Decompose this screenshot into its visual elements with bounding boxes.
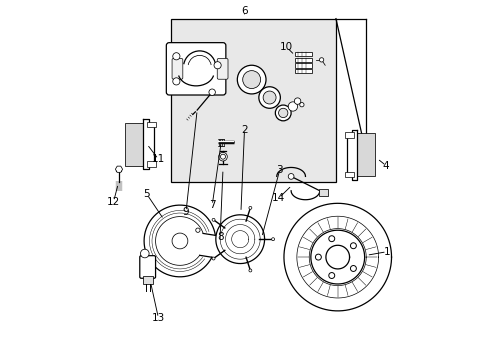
Circle shape xyxy=(212,219,215,221)
Circle shape xyxy=(172,53,180,60)
Circle shape xyxy=(237,65,265,94)
Circle shape xyxy=(258,87,280,108)
Bar xyxy=(147,122,156,127)
Circle shape xyxy=(140,249,149,258)
Text: 12: 12 xyxy=(107,197,120,207)
Circle shape xyxy=(350,266,356,271)
Circle shape xyxy=(350,243,356,249)
Text: 7: 7 xyxy=(208,200,215,210)
Text: 8: 8 xyxy=(216,232,223,242)
Circle shape xyxy=(319,58,323,62)
Circle shape xyxy=(287,102,297,111)
Text: 10: 10 xyxy=(280,42,293,52)
Circle shape xyxy=(248,269,251,272)
Text: 5: 5 xyxy=(143,189,150,199)
Circle shape xyxy=(242,71,260,89)
Bar xyxy=(171,19,335,182)
Circle shape xyxy=(214,62,221,69)
Bar xyxy=(319,189,327,196)
Text: 14: 14 xyxy=(272,193,285,203)
Circle shape xyxy=(212,257,215,260)
Text: 4: 4 xyxy=(382,161,388,171)
Bar xyxy=(294,69,311,73)
Bar xyxy=(344,132,353,138)
Circle shape xyxy=(328,236,334,242)
Circle shape xyxy=(315,254,321,260)
Bar xyxy=(344,172,353,177)
Bar xyxy=(357,134,375,176)
Circle shape xyxy=(299,103,304,107)
FancyBboxPatch shape xyxy=(172,58,183,79)
FancyBboxPatch shape xyxy=(217,58,227,79)
Bar xyxy=(294,63,311,68)
FancyBboxPatch shape xyxy=(166,42,225,95)
Circle shape xyxy=(328,273,334,279)
Bar xyxy=(125,123,143,166)
Bar xyxy=(294,52,311,56)
Text: 3: 3 xyxy=(276,165,283,175)
Text: 11: 11 xyxy=(151,154,165,164)
Bar xyxy=(294,58,311,62)
Text: 2: 2 xyxy=(241,125,247,135)
Circle shape xyxy=(294,98,300,104)
Circle shape xyxy=(208,89,215,95)
FancyBboxPatch shape xyxy=(140,256,155,278)
Circle shape xyxy=(275,105,290,121)
Circle shape xyxy=(172,78,180,85)
Text: 1: 1 xyxy=(383,247,389,257)
Text: 13: 13 xyxy=(151,313,165,323)
Circle shape xyxy=(248,206,251,209)
Polygon shape xyxy=(115,166,122,172)
Circle shape xyxy=(220,154,225,159)
Text: 6: 6 xyxy=(241,6,247,16)
Bar xyxy=(142,276,152,284)
Circle shape xyxy=(278,108,287,118)
Circle shape xyxy=(271,238,274,240)
Circle shape xyxy=(195,228,200,232)
Circle shape xyxy=(263,91,276,104)
Circle shape xyxy=(172,233,187,249)
Text: 9: 9 xyxy=(183,207,189,217)
Bar xyxy=(147,161,156,167)
Circle shape xyxy=(218,152,227,161)
Circle shape xyxy=(287,174,293,179)
